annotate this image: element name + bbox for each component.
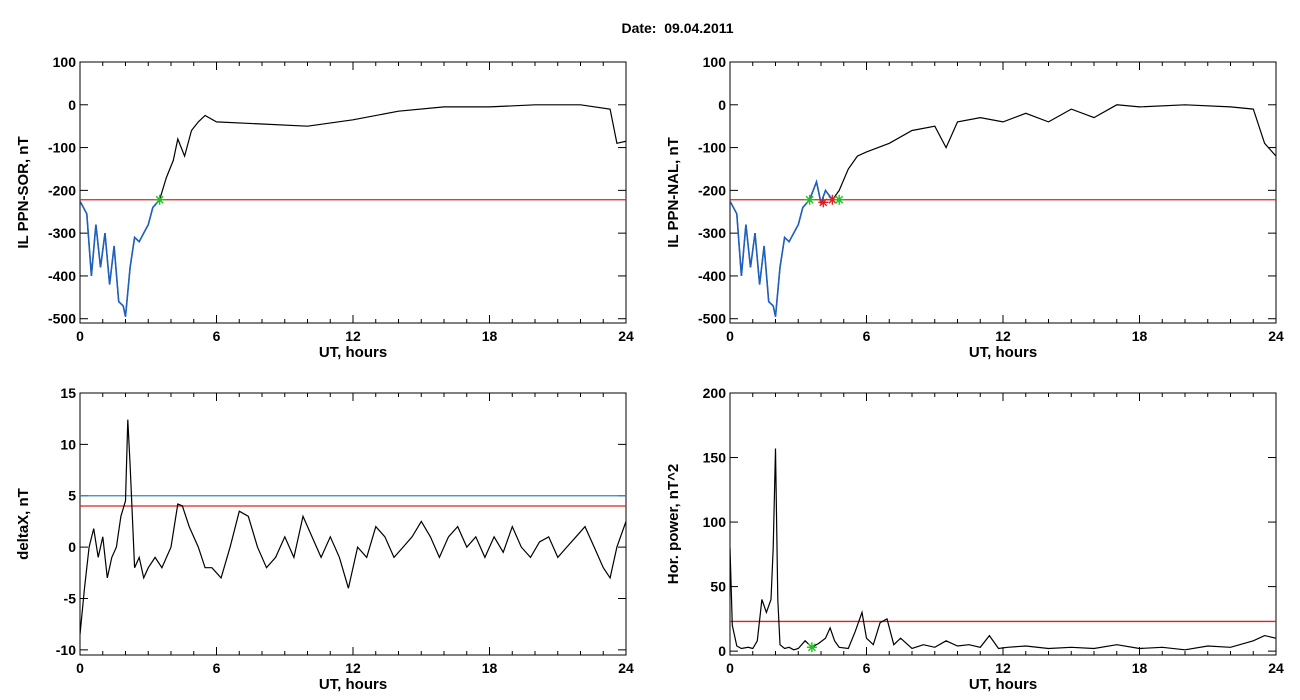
- plot-area: [80, 419, 626, 635]
- panel-bottom-right: 0 6 12 18 24 200 150 100 50 0 UT, hours Hor. power,…: [665, 385, 1284, 693]
- x-tick-label: 12: [345, 328, 361, 344]
- series-line: [730, 448, 1276, 651]
- y-tick-label: 50: [710, 579, 726, 595]
- page-title: Date: 09.04.2011: [621, 20, 734, 36]
- panel-top-right: 0 6 12 18 24 100 0 -100 -200 -300 -400 -500 UT, hour…: [665, 54, 1284, 361]
- x-axis-label: UT, hours: [319, 344, 387, 361]
- crossing-marker: [154, 194, 165, 205]
- y-tick-label: -300: [48, 225, 76, 241]
- x-tick-label: 18: [1132, 328, 1148, 344]
- x-tick-label: 18: [482, 328, 498, 344]
- y-tick-label: 100: [703, 54, 727, 70]
- y-tick-label: 0: [68, 97, 76, 113]
- y-tick-label: -500: [48, 311, 76, 327]
- plot-frame: [729, 392, 1277, 656]
- x-tick-label: 24: [618, 660, 634, 676]
- x-tick-label: 12: [995, 328, 1011, 344]
- x-tick-label: 0: [76, 328, 84, 344]
- crossing-marker: [806, 642, 817, 653]
- y-tick-label: -500: [698, 311, 726, 327]
- x-tick-label: 12: [345, 660, 361, 676]
- y-tick-label: -400: [698, 268, 726, 284]
- below-threshold-segment: [80, 199, 161, 317]
- y-tick-label: -100: [48, 140, 76, 156]
- x-tick-label: 24: [1268, 328, 1284, 344]
- x-tick-label: 18: [482, 660, 498, 676]
- y-axis-label: Hor. power, nT^2: [665, 464, 682, 584]
- x-tick-label: 12: [995, 660, 1011, 676]
- series-line: [80, 419, 626, 635]
- y-axis-label: IL PPN-SOR, nT: [15, 136, 32, 248]
- series-line: [730, 104, 1276, 317]
- x-axis-label: UT, hours: [319, 676, 387, 693]
- x-axis-label: UT, hours: [969, 676, 1037, 693]
- x-tick-label: 18: [1132, 660, 1148, 676]
- y-tick-label: 0: [68, 539, 76, 555]
- x-tick-label: 0: [726, 660, 734, 676]
- y-tick-label: 200: [703, 385, 727, 401]
- y-tick-label: 100: [53, 54, 77, 70]
- crossing-marker: [834, 194, 845, 205]
- x-tick-label: 6: [213, 328, 221, 344]
- x-tick-label: 24: [1268, 660, 1284, 676]
- y-axis-label: IL PPN-NAL, nT: [665, 137, 682, 248]
- panel-bottom-left: 0 6 12 18 24 15 10 5 0 -5 -10 UT, hours deltaX, nT: [15, 385, 634, 693]
- y-tick-label: -100: [698, 140, 726, 156]
- y-tick-label: -400: [48, 268, 76, 284]
- x-tick-label: 0: [726, 328, 734, 344]
- series-line: [80, 104, 626, 317]
- y-tick-label: 0: [718, 97, 726, 113]
- panel-top-left: 0 6 12 18 24 100 0 -100 -200 -300 -400 -500 UT, hour…: [15, 54, 634, 361]
- x-tick-label: 6: [863, 660, 871, 676]
- plot-area: [730, 448, 1276, 653]
- crossing-marker: [804, 194, 815, 205]
- x-tick-label: 6: [863, 328, 871, 344]
- plot-area: [730, 104, 1276, 317]
- y-tick-label: 150: [703, 450, 727, 466]
- y-tick-label: -5: [64, 590, 77, 606]
- x-tick-label: 24: [618, 328, 634, 344]
- y-tick-label: 10: [60, 436, 76, 452]
- y-axis-label: deltaX, nT: [15, 488, 32, 560]
- y-tick-label: 0: [718, 643, 726, 659]
- x-axis-label: UT, hours: [969, 344, 1037, 361]
- plot-frame: [79, 392, 627, 656]
- plot-area: [80, 104, 626, 317]
- x-tick-label: 6: [213, 660, 221, 676]
- below-threshold-segment: [730, 178, 834, 317]
- crossing-marker: [818, 197, 829, 208]
- y-tick-label: -10: [56, 642, 76, 658]
- x-tick-label: 0: [76, 660, 84, 676]
- y-tick-label: -300: [698, 225, 726, 241]
- y-tick-label: 100: [703, 514, 727, 530]
- y-tick-label: -200: [48, 182, 76, 198]
- y-tick-label: -200: [698, 182, 726, 198]
- y-tick-label: 5: [68, 488, 76, 504]
- y-tick-label: 15: [60, 385, 76, 401]
